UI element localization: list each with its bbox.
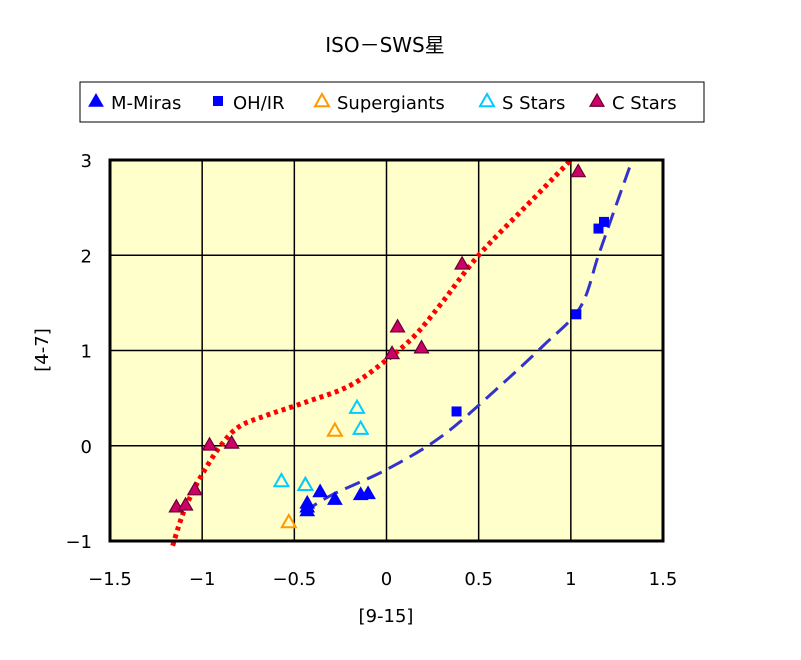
m-miras-point bbox=[360, 485, 376, 500]
s-stars-point bbox=[296, 475, 315, 492]
c-stars-point bbox=[201, 436, 218, 451]
c-stars-point bbox=[454, 255, 471, 270]
oh-ir-point bbox=[571, 309, 582, 320]
legend-marker-s-stars bbox=[478, 91, 496, 108]
legend: M-Miras OH/IR Supergiants S Stars C Stars bbox=[88, 91, 677, 114]
y-tick-label: 2 bbox=[81, 246, 92, 267]
legend-label-oh-ir: OH/IR bbox=[233, 93, 285, 114]
oh-ir-point bbox=[451, 406, 462, 417]
legend-label-supergiants: Supergiants bbox=[337, 93, 445, 114]
legend-marker-c-stars bbox=[588, 92, 606, 107]
plot-border bbox=[108, 158, 665, 543]
y-tick-label: 1 bbox=[81, 342, 92, 363]
s-stars-point bbox=[351, 419, 370, 435]
mira-trend-curve bbox=[302, 166, 632, 514]
m-miras-point bbox=[327, 491, 343, 505]
c-stars-point bbox=[383, 345, 401, 360]
legend-label-s-stars: S Stars bbox=[502, 93, 565, 114]
s-stars-point bbox=[272, 471, 291, 488]
legend-marker-m-miras bbox=[88, 92, 104, 107]
c-stars-point bbox=[223, 434, 240, 449]
oh-ir-point bbox=[599, 216, 610, 227]
oh-ir-point bbox=[593, 223, 604, 234]
x-tick-label: 0 bbox=[381, 569, 392, 590]
legend-marker-supergiants bbox=[313, 91, 331, 108]
c-stars-point bbox=[389, 318, 406, 333]
s-stars-point bbox=[348, 398, 366, 414]
data-points bbox=[168, 163, 610, 529]
x-tick-label: 1.5 bbox=[649, 569, 678, 590]
c-stars-point bbox=[413, 339, 430, 354]
x-tick-label: −1 bbox=[189, 569, 216, 590]
c-stars-point bbox=[570, 163, 587, 178]
legend-marker-oh-ir bbox=[213, 96, 223, 106]
y-tick-label: 3 bbox=[81, 151, 92, 172]
y-tick-label: 0 bbox=[81, 437, 92, 458]
c-stars-point bbox=[177, 496, 194, 511]
y-tick-label: −1 bbox=[65, 532, 92, 553]
x-tick-label: 1 bbox=[565, 569, 576, 590]
legend-label-m-miras: M-Miras bbox=[111, 93, 181, 114]
c-stars-point bbox=[186, 481, 203, 496]
tick-labels: −1.5 −1 −0.5 0 0.5 1 1.5 −1 0 1 2 3 bbox=[65, 151, 677, 590]
x-tick-label: 0.5 bbox=[464, 569, 493, 590]
y-axis-label: [4-7] bbox=[32, 328, 53, 371]
m-miras-point bbox=[312, 483, 329, 498]
x-axis-label: [9-15] bbox=[359, 606, 414, 627]
x-tick-label: −0.5 bbox=[272, 569, 316, 590]
supergiants-point bbox=[326, 421, 344, 437]
chart-title: ISO－SWS星 bbox=[325, 33, 445, 57]
x-tick-label: −1.5 bbox=[88, 569, 132, 590]
trend-curves bbox=[170, 158, 632, 547]
m-miras-point bbox=[299, 502, 316, 517]
supergiants-point bbox=[280, 512, 298, 529]
legend-label-c-stars: C Stars bbox=[612, 93, 677, 114]
